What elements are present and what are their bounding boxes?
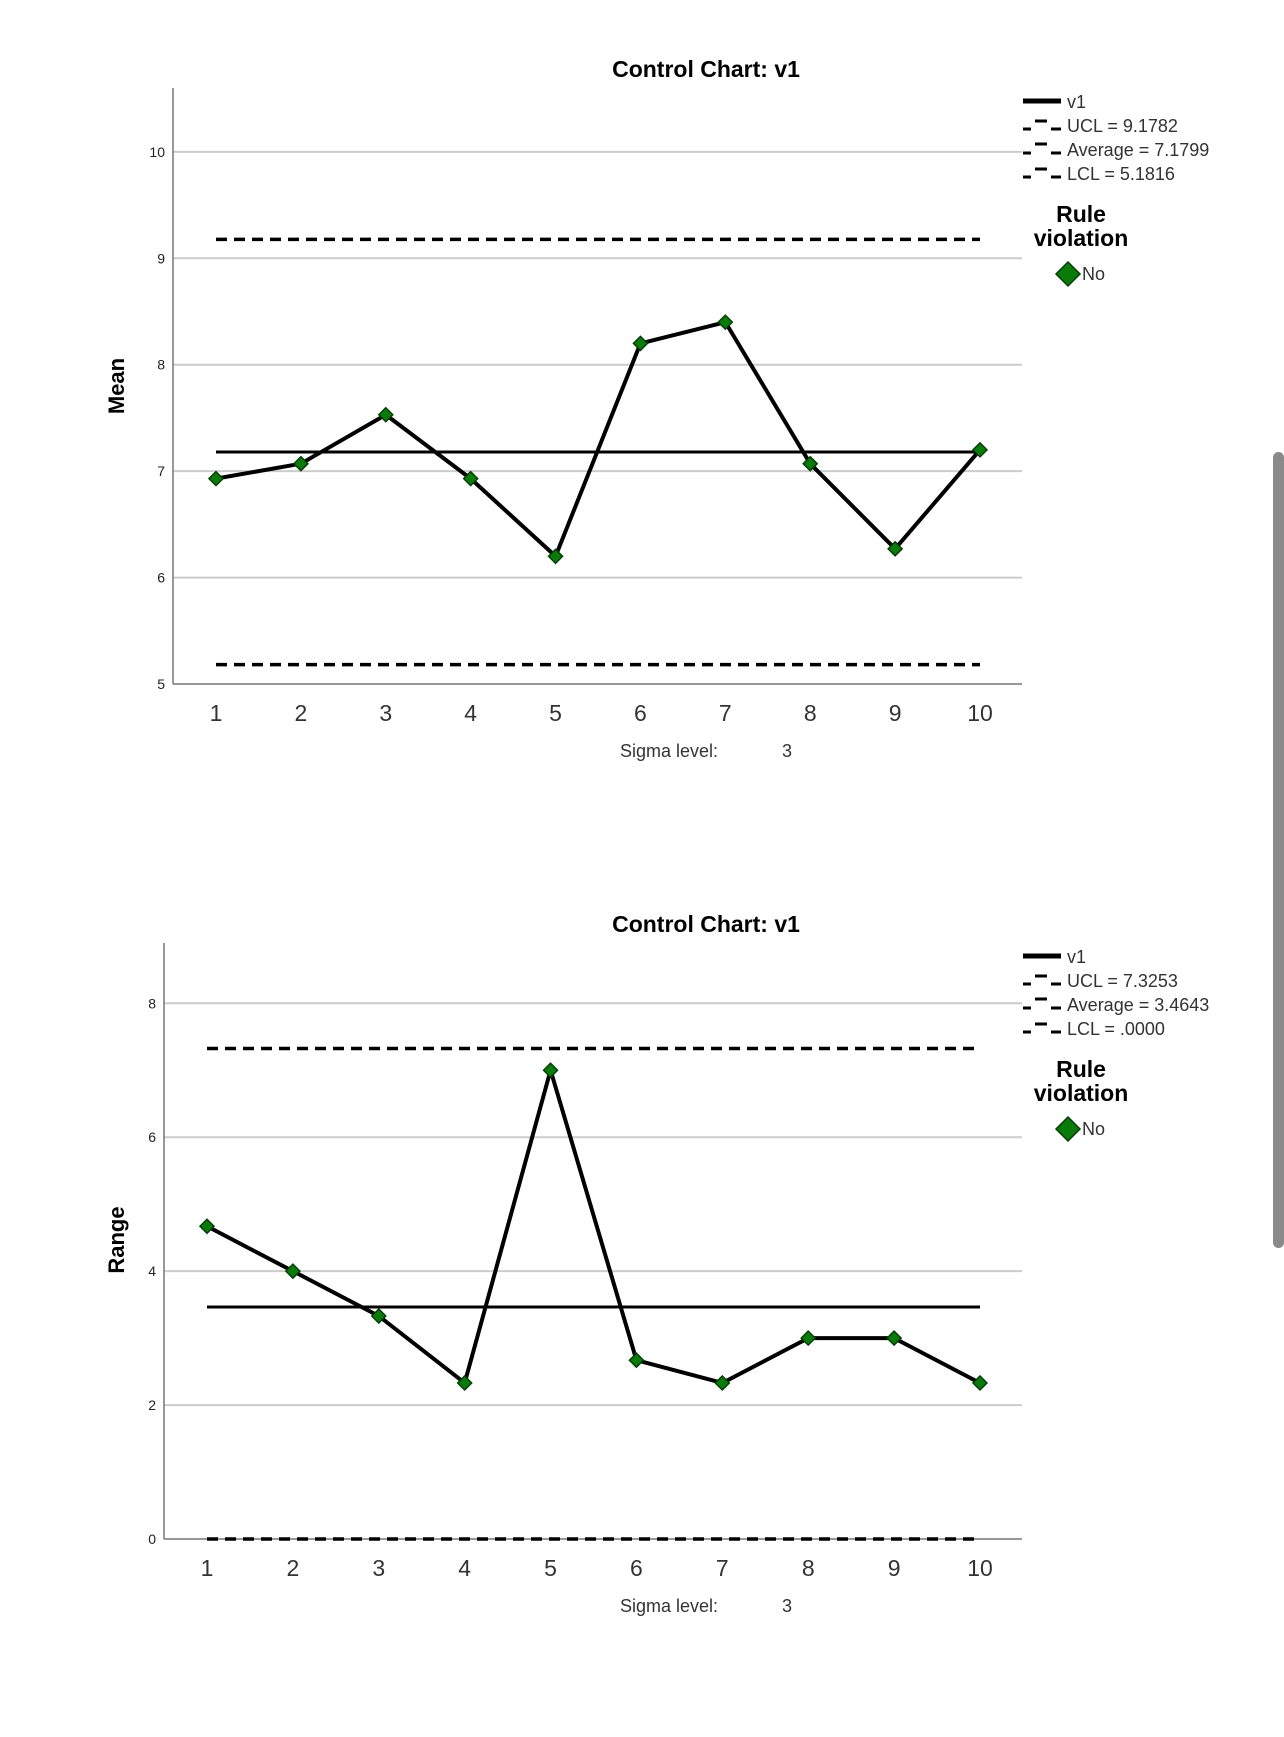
rule-violation-heading: violation bbox=[1034, 1080, 1129, 1106]
x-tick-label: 4 bbox=[464, 700, 477, 726]
y-tick-label: 7 bbox=[157, 463, 165, 479]
sigma-label: Sigma level: bbox=[620, 741, 718, 761]
x-tick-label: 1 bbox=[201, 1555, 214, 1581]
rule-violation-marker-icon bbox=[1054, 260, 1082, 288]
x-tick-label: 9 bbox=[889, 700, 902, 726]
x-tick-label: 10 bbox=[967, 700, 993, 726]
legend-label: v1 bbox=[1067, 947, 1086, 967]
y-tick-label: 9 bbox=[157, 250, 165, 266]
x-tick-label: 2 bbox=[294, 700, 307, 726]
rule-violation-heading: violation bbox=[1034, 225, 1129, 251]
data-point bbox=[632, 335, 649, 352]
data-point bbox=[370, 1307, 387, 1325]
series-line-v1 bbox=[206, 1068, 981, 1385]
sigma-label: Sigma level: bbox=[620, 1596, 718, 1616]
legend-swatch-average bbox=[1023, 142, 1061, 155]
legend-swatch-limit bbox=[1023, 119, 1061, 131]
rule-violation-heading: Rule bbox=[1056, 1056, 1106, 1082]
data-point bbox=[198, 1218, 216, 1235]
series-line-v1 bbox=[215, 320, 982, 559]
legend-label: LCL = 5.1816 bbox=[1067, 164, 1175, 184]
y-tick-label: 0 bbox=[148, 1531, 156, 1547]
data-point bbox=[971, 441, 989, 458]
x-tick-label: 7 bbox=[716, 1555, 729, 1581]
legend-label: LCL = .0000 bbox=[1067, 1019, 1165, 1039]
y-axis-label: Range bbox=[104, 1206, 129, 1273]
y-tick-label: 6 bbox=[148, 1129, 156, 1145]
data-point bbox=[462, 470, 479, 487]
y-tick-label: 8 bbox=[148, 995, 156, 1011]
legend: v1 UCL = 7.3253 Average = 3.4643 LCL = .000… bbox=[1023, 947, 1209, 1143]
y-tick-label: 2 bbox=[148, 1397, 156, 1413]
data-point bbox=[542, 1062, 559, 1079]
data-point bbox=[802, 455, 819, 472]
rule-violation-label: No bbox=[1082, 1119, 1105, 1139]
x-tick-label: 6 bbox=[634, 700, 647, 726]
chart-title: Control Chart: v1 bbox=[612, 56, 800, 82]
legend-label: UCL = 7.3253 bbox=[1067, 971, 1178, 991]
legend: v1 UCL = 9.1782 Average = 7.1799 LCL = 5.18… bbox=[1023, 92, 1209, 288]
data-point bbox=[456, 1374, 473, 1392]
sigma-value: 3 bbox=[782, 1596, 792, 1616]
x-tick-label: 9 bbox=[888, 1555, 901, 1581]
data-point bbox=[284, 1263, 301, 1280]
data-point bbox=[628, 1352, 645, 1369]
data-point bbox=[971, 1374, 989, 1392]
y-tick-label: 8 bbox=[157, 357, 165, 373]
rule-violation-label: No bbox=[1082, 264, 1105, 284]
x-tick-label: 2 bbox=[286, 1555, 299, 1581]
legend-label: Average = 7.1799 bbox=[1067, 140, 1209, 160]
rule-violation-marker-icon bbox=[1054, 1115, 1082, 1143]
data-point bbox=[800, 1330, 817, 1347]
x-tick-label: 7 bbox=[719, 700, 732, 726]
legend-swatch-limit bbox=[1023, 167, 1061, 179]
x-tick-label: 6 bbox=[630, 1555, 643, 1581]
sigma-value: 3 bbox=[782, 741, 792, 761]
legend-swatch-limit bbox=[1023, 1022, 1061, 1034]
legend-label: Average = 3.4643 bbox=[1067, 995, 1209, 1015]
legend-swatch-limit bbox=[1023, 974, 1061, 986]
x-tick-label: 3 bbox=[372, 1555, 385, 1581]
x-tick-label: 1 bbox=[210, 700, 223, 726]
control-chart-2: Control Chart: v1 0 2 4 6 8 Range 1 2 3 4 5 6 7 8 9 10 Si… bbox=[104, 911, 1209, 1616]
x-tick-label: 8 bbox=[804, 700, 817, 726]
y-tick-label: 6 bbox=[157, 570, 165, 586]
control-chart-1: Control Chart: v1 5 6 7 8 9 10 Mean 1 2 3 4 5 6 7 8 9 10 S… bbox=[104, 56, 1209, 761]
data-point bbox=[547, 548, 564, 565]
data-point bbox=[717, 314, 734, 331]
x-tick-label: 10 bbox=[967, 1555, 993, 1581]
x-tick-label: 3 bbox=[379, 700, 392, 726]
y-axis-label: Mean bbox=[104, 358, 129, 414]
y-tick-label: 4 bbox=[148, 1263, 156, 1279]
legend-label: v1 bbox=[1067, 92, 1086, 112]
chart-title: Control Chart: v1 bbox=[612, 911, 800, 937]
legend-swatch-average bbox=[1023, 997, 1061, 1010]
x-tick-label: 4 bbox=[458, 1555, 471, 1581]
y-tick-label: 10 bbox=[149, 144, 165, 160]
x-tick-label: 8 bbox=[802, 1555, 815, 1581]
data-point bbox=[886, 1330, 903, 1347]
x-tick-label: 5 bbox=[549, 700, 562, 726]
data-point bbox=[377, 406, 394, 423]
data-point bbox=[207, 470, 225, 487]
y-tick-label: 5 bbox=[157, 676, 165, 692]
data-point bbox=[887, 540, 904, 557]
rule-violation-heading: Rule bbox=[1056, 201, 1106, 227]
x-tick-label: 5 bbox=[544, 1555, 557, 1581]
legend-label: UCL = 9.1782 bbox=[1067, 116, 1178, 136]
vertical-scrollbar[interactable] bbox=[1273, 452, 1284, 1248]
data-point bbox=[714, 1374, 731, 1392]
data-point bbox=[292, 455, 309, 472]
